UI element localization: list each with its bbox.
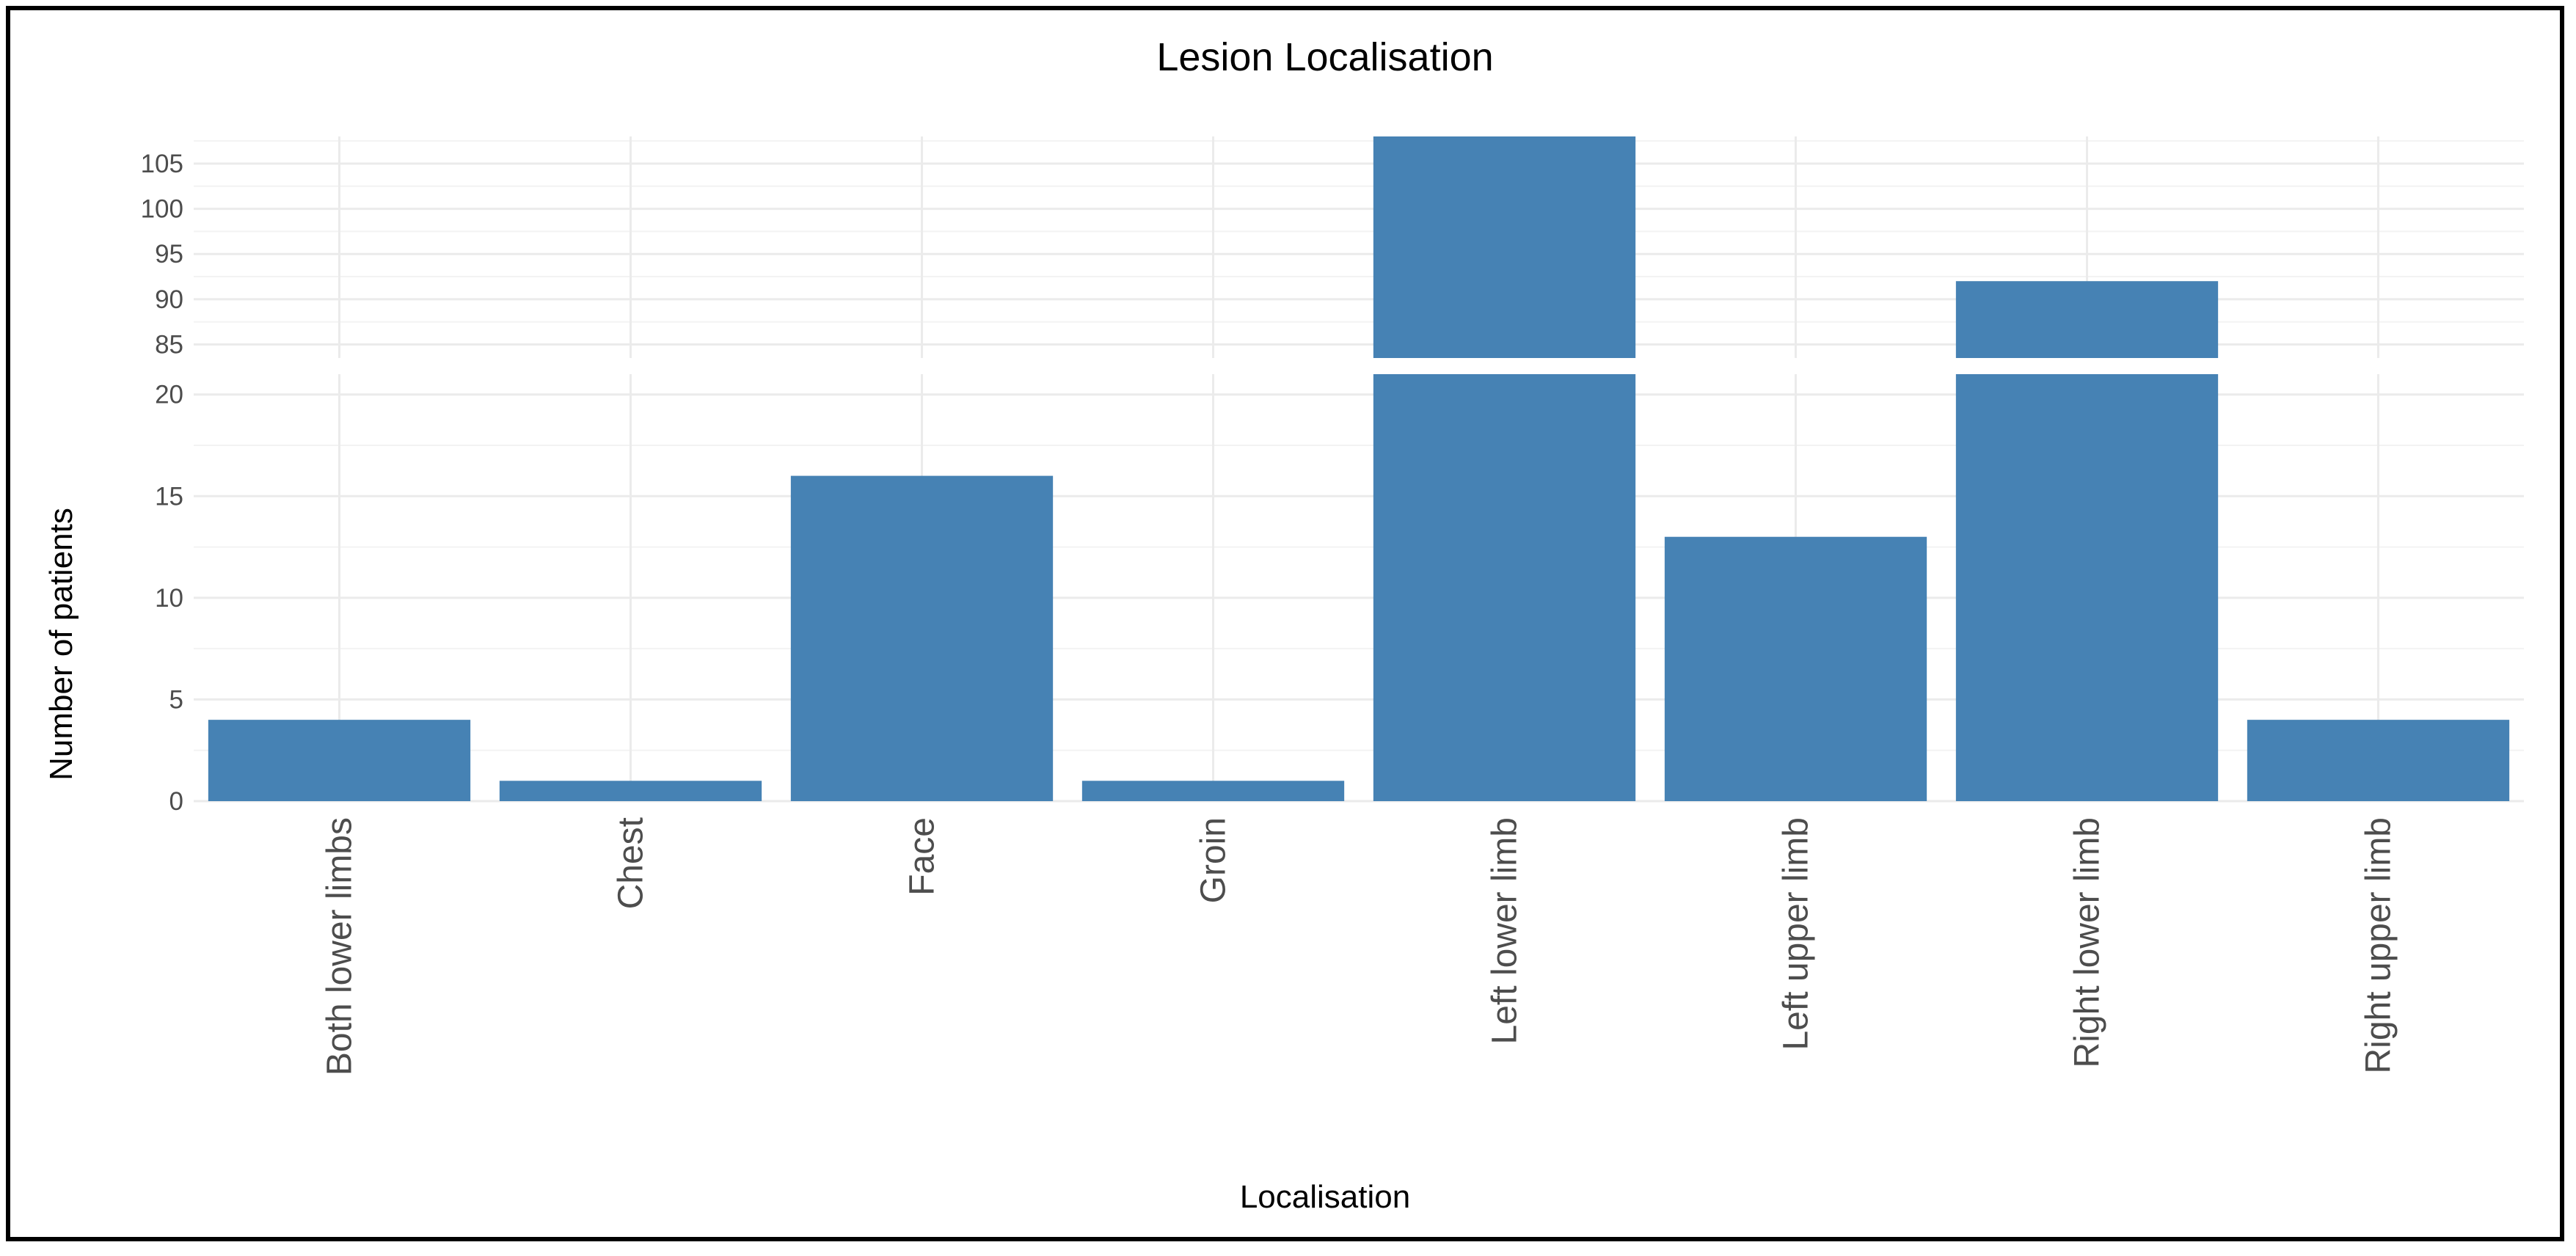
x-tick-label: Right lower limb (2068, 817, 2107, 1067)
y-tick-label: 85 (155, 331, 183, 359)
y-tick-label: 105 (141, 150, 183, 178)
bar (208, 720, 471, 801)
x-tick-label: Face (903, 817, 942, 896)
bar (499, 781, 762, 801)
x-tick-label: Right upper limb (2360, 817, 2398, 1074)
upper-y-axis-ticks: 85 90 95 100 105 (141, 150, 183, 359)
y-axis-title: Number of patients (43, 508, 79, 781)
bar-upper-segment (1373, 136, 1636, 358)
x-axis-title: Localisation (1240, 1179, 1410, 1215)
y-tick-label: 0 (169, 787, 183, 816)
x-tick-label: Left upper limb (1777, 817, 1816, 1051)
y-tick-label: 20 (155, 381, 183, 409)
bar (1081, 781, 1345, 801)
bar-upper-segment (1955, 281, 2219, 358)
lower-y-axis-ticks: 0 5 10 15 20 (155, 381, 183, 816)
x-axis-tick-labels: Both lower limbs Chest Face Groin Left lower… (321, 817, 2398, 1076)
x-tick-label: Chest (612, 817, 651, 909)
chart: 85 90 95 100 105 0 5 10 15 20 Both lower limbs Ch… (43, 35, 2524, 1215)
y-tick-label: 10 (155, 584, 183, 613)
x-tick-label: Left lower limb (1486, 817, 1525, 1044)
chart-frame: 85 90 95 100 105 0 5 10 15 20 Both lower limbs Ch… (6, 6, 2564, 1241)
x-tick-label: Both lower limbs (321, 817, 360, 1076)
x-tick-label: Groin (1194, 817, 1233, 903)
y-tick-label: 100 (141, 195, 183, 224)
y-tick-label: 95 (155, 240, 183, 269)
y-tick-label: 5 (169, 685, 183, 714)
chart-title: Lesion Localisation (1156, 35, 1493, 79)
bar (1664, 536, 1927, 801)
bar (1373, 374, 1636, 801)
bar (1955, 374, 2219, 801)
bars (208, 136, 2510, 801)
upper-panel-grid (194, 136, 2524, 358)
y-tick-label: 90 (155, 285, 183, 314)
bar (2247, 720, 2510, 801)
bar (790, 475, 1054, 801)
y-tick-label: 15 (155, 482, 183, 511)
